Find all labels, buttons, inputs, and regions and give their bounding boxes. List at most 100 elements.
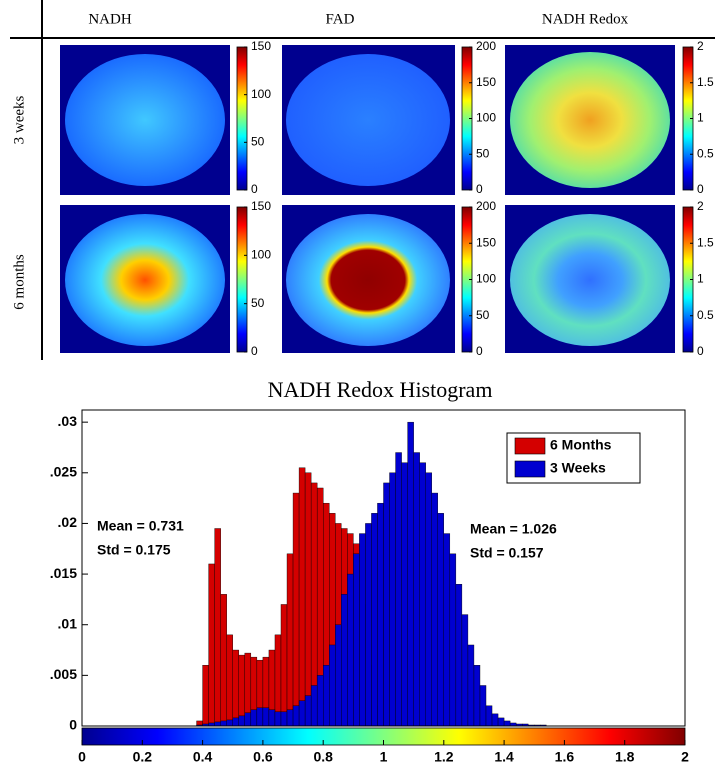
bar: [304, 472, 312, 727]
legend-swatch: [514, 437, 546, 455]
bar: [220, 720, 227, 727]
images: [60, 45, 675, 353]
bar: [238, 715, 246, 727]
y-tick-label: .01: [58, 615, 78, 631]
colorbar-tick-label: 1.5: [697, 235, 714, 249]
y-tick-label: .03: [58, 413, 78, 429]
column-title: NADH: [88, 11, 131, 27]
bar: [413, 452, 420, 727]
legend-label: 6 Months: [550, 437, 612, 453]
row-title: 3 weeks: [11, 95, 27, 144]
bar: [497, 717, 505, 727]
colorbar-tick-label: 1: [697, 111, 704, 125]
colorbar-tick-label: 50: [476, 308, 490, 322]
x-tick-label: 1.6: [555, 749, 575, 765]
annotation: Mean = 0.731: [97, 518, 184, 534]
colorbar-tick-label: 100: [251, 87, 271, 101]
bar: [298, 467, 306, 727]
x-tick-label: 0.6: [253, 749, 273, 765]
colorbar-tick-label: 2: [697, 39, 704, 53]
bar: [359, 533, 366, 727]
legend-swatch: [514, 460, 546, 478]
colorbar-tick-label: 50: [476, 146, 490, 160]
bar: [268, 709, 276, 727]
x-tick-label: 1.2: [434, 749, 454, 765]
bar: [244, 712, 252, 727]
tissue: [286, 54, 450, 186]
y-tick-label: .025: [50, 463, 77, 479]
colorbar-tick-label: 0: [697, 182, 704, 196]
bar: [431, 492, 438, 727]
bar: [479, 685, 487, 727]
colorbar-tick-label: 1.5: [697, 75, 714, 89]
colorbar-tick-label: 0.5: [697, 146, 714, 160]
bar: [323, 665, 330, 727]
bar: [395, 452, 402, 727]
tissue: [65, 214, 225, 346]
bar: [329, 644, 336, 727]
bar: [461, 614, 469, 727]
colorbar-tick-label: 0: [251, 344, 258, 358]
y-tick-label: .015: [50, 565, 77, 581]
colorbar-tick-label: 100: [476, 111, 496, 125]
bar: [286, 553, 294, 727]
bar: [286, 709, 294, 727]
tissue: [510, 52, 670, 188]
colorbar-tick-label: 0: [476, 182, 483, 196]
bar: [473, 665, 481, 727]
bar: [262, 707, 270, 727]
bar: [443, 533, 451, 727]
bar: [232, 649, 239, 727]
y-tick-label: .005: [50, 666, 77, 682]
x-tick-label: 2: [681, 749, 689, 765]
chart-title: NADH Redox Histogram: [268, 377, 493, 402]
bar: [377, 502, 384, 727]
bar: [214, 721, 221, 727]
bar: [238, 654, 246, 727]
annotation: Std = 0.157: [470, 545, 544, 561]
bar: [316, 675, 324, 727]
column-title: FAD: [326, 11, 355, 27]
bar: [353, 553, 360, 727]
colorbar: [236, 206, 248, 353]
bar: [449, 553, 457, 727]
bar: [419, 462, 426, 727]
bar: [220, 594, 227, 727]
bar: [298, 700, 306, 727]
bar: [347, 573, 354, 727]
bar: [335, 624, 342, 727]
bar: [310, 685, 318, 727]
bar: [437, 513, 444, 727]
colorbar-tick-label: 0: [476, 344, 483, 358]
bar: [304, 695, 312, 727]
x-tick-label: 0: [78, 749, 86, 765]
bar: [250, 709, 258, 727]
bar: [491, 713, 499, 727]
bar: [425, 472, 432, 727]
colorbar-tick-label: 150: [251, 199, 271, 213]
x-tick-label: 0.8: [313, 749, 333, 765]
bar: [485, 705, 493, 727]
x-tick-label: 0.2: [133, 749, 153, 765]
colorbar-tick-label: 200: [476, 39, 496, 53]
bar: [341, 594, 348, 727]
bar: [232, 717, 239, 727]
x-tick-label: 1: [380, 749, 388, 765]
bar: [214, 528, 221, 727]
bar: [365, 523, 372, 727]
y-tick-label: .02: [58, 514, 78, 530]
colorbar-tick-label: 200: [476, 199, 496, 213]
bar: [274, 711, 282, 727]
colorbar-tick-label: 150: [476, 235, 496, 249]
bar: [455, 584, 463, 727]
x-tick-label: 1.4: [494, 749, 514, 765]
bar: [383, 482, 390, 727]
row-title: 6 months: [11, 254, 27, 310]
bar: [226, 719, 233, 727]
tissue: [286, 214, 450, 346]
bar: [292, 492, 300, 727]
annotation: Std = 0.175: [97, 542, 171, 558]
colorbar-tick-label: 2: [697, 199, 704, 213]
y-tick-label: 0: [69, 717, 77, 733]
